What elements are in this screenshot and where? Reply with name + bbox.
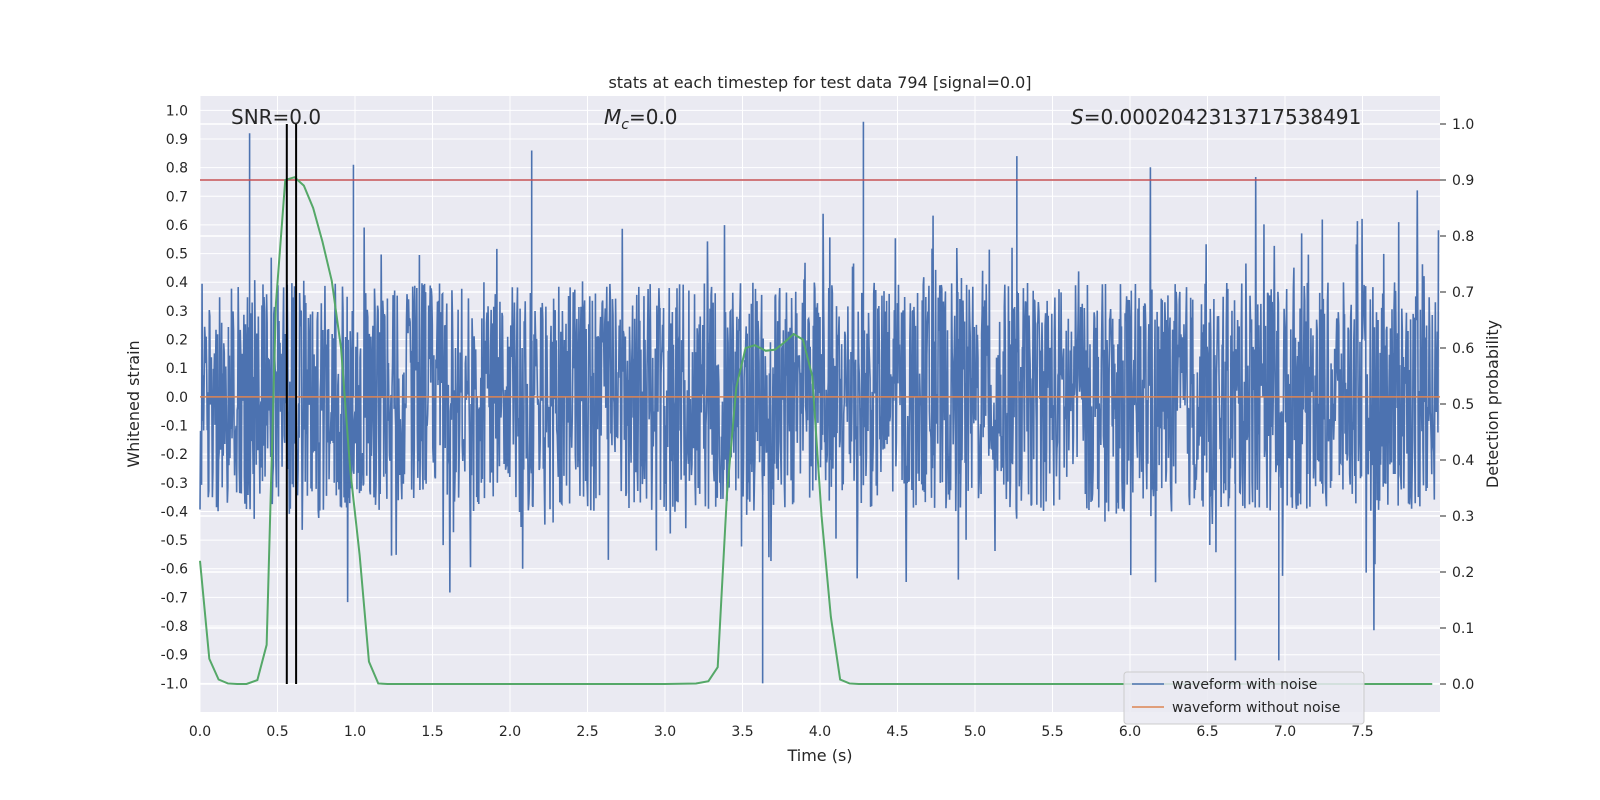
y-tick-label: 0.1 <box>166 361 188 377</box>
y-right-tick-label: 0.2 <box>1452 565 1474 581</box>
legend: waveform with noise waveform without noi… <box>1123 671 1365 725</box>
y-tick-label: 0.0 <box>166 390 188 406</box>
y-right-tick-label: 0.4 <box>1452 453 1474 469</box>
y-tick-label: -0.7 <box>161 590 188 606</box>
y-tick-label: 0.4 <box>166 275 188 291</box>
y-tick-label: 0.7 <box>166 189 188 205</box>
x-tick-label: 0.5 <box>266 724 288 740</box>
tick-labels: 0.0 0.5 1.0 1.5 2.0 2.5 3.0 3.5 4.0 4.5 5.0 5.5 6.0 6… <box>161 103 1475 740</box>
y-tick-label: -0.6 <box>161 562 188 578</box>
y-tick-label: -0.4 <box>161 504 188 520</box>
chirp-mass-subscript: c <box>621 117 629 133</box>
x-tick-label: 1.0 <box>344 724 366 740</box>
chirp-mass-value: =0.0 <box>629 105 678 129</box>
x-tick-label: 7.0 <box>1274 724 1296 740</box>
x-tick-label: 7.5 <box>1351 724 1373 740</box>
y-tick-label: 0.9 <box>166 132 188 148</box>
overlay-lines <box>199 124 1440 685</box>
chirp-mass-symbol: M <box>604 105 621 129</box>
x-tick-label: 1.5 <box>421 724 443 740</box>
y-tick-label: -0.3 <box>161 476 188 492</box>
statistic-symbol: S <box>1071 105 1084 129</box>
y-tick-label: -0.9 <box>161 648 188 664</box>
x-tick-label: 5.0 <box>964 724 986 740</box>
x-axis-label: Time (s) <box>786 746 852 765</box>
y-right-tick-label: 0.9 <box>1452 173 1474 189</box>
statistic-annotation: S=0.0002042313717538491 <box>1071 105 1361 129</box>
grid <box>199 96 1440 712</box>
y-right-tick-label: 0.5 <box>1452 397 1474 413</box>
y-right-tick-label: 0.8 <box>1452 229 1474 245</box>
statistic-value: =0.0002042313717538491 <box>1084 105 1362 129</box>
x-tick-label: 3.5 <box>731 724 753 740</box>
x-tick-label: 3.0 <box>654 724 676 740</box>
y-right-tick-label: 0.1 <box>1452 621 1474 637</box>
y-tick-label: 0.6 <box>166 218 188 234</box>
y-tick-label: 0.3 <box>166 304 188 320</box>
x-tick-label: 6.0 <box>1119 724 1141 740</box>
y-tick-label: 0.5 <box>166 247 188 263</box>
x-tick-label: 6.5 <box>1196 724 1218 740</box>
x-tick-label: 4.0 <box>809 724 831 740</box>
x-tick-label: 2.5 <box>576 724 598 740</box>
y-right-tick-label: 0.7 <box>1452 285 1474 301</box>
y-right-tick-label: 0.6 <box>1452 341 1474 357</box>
y-right-tick-label: 0.3 <box>1452 509 1474 525</box>
x-tick-label: 2.0 <box>499 724 521 740</box>
chirp-mass-annotation: Mc=0.0 <box>604 105 678 133</box>
y-right-tick-label: 0.0 <box>1452 677 1474 693</box>
series-waveform-with-noise <box>199 121 1440 684</box>
x-tick-label: 5.5 <box>1041 724 1063 740</box>
y-tick-label: 1.0 <box>166 103 188 119</box>
y-axis-right-label: Detection probability <box>1483 320 1502 488</box>
y-tick-label: -0.2 <box>161 447 188 463</box>
x-tick-label: 4.5 <box>886 724 908 740</box>
detection-probability-line <box>199 176 1433 685</box>
y-right-tick-label: 1.0 <box>1452 117 1474 133</box>
y-tick-label: 0.2 <box>166 333 188 349</box>
y-axis-label: Whitened strain <box>124 340 143 467</box>
legend-box <box>1123 671 1365 725</box>
legend-label-noise: waveform with noise <box>1172 677 1317 693</box>
y-tick-label: -0.8 <box>161 619 188 635</box>
y-tick-label: 0.8 <box>166 161 188 177</box>
snr-annotation: SNR=0.0 <box>231 105 321 129</box>
chart-title: stats at each timestep for test data 794… <box>608 73 1031 92</box>
noise-waveform-line <box>199 121 1440 684</box>
y-tick-label: -0.1 <box>161 418 188 434</box>
x-tick-label: 0.0 <box>189 724 211 740</box>
legend-label-clean: waveform without noise <box>1172 700 1340 716</box>
y-tick-label: -0.5 <box>161 533 188 549</box>
y-tick-label: -1.0 <box>161 676 188 692</box>
